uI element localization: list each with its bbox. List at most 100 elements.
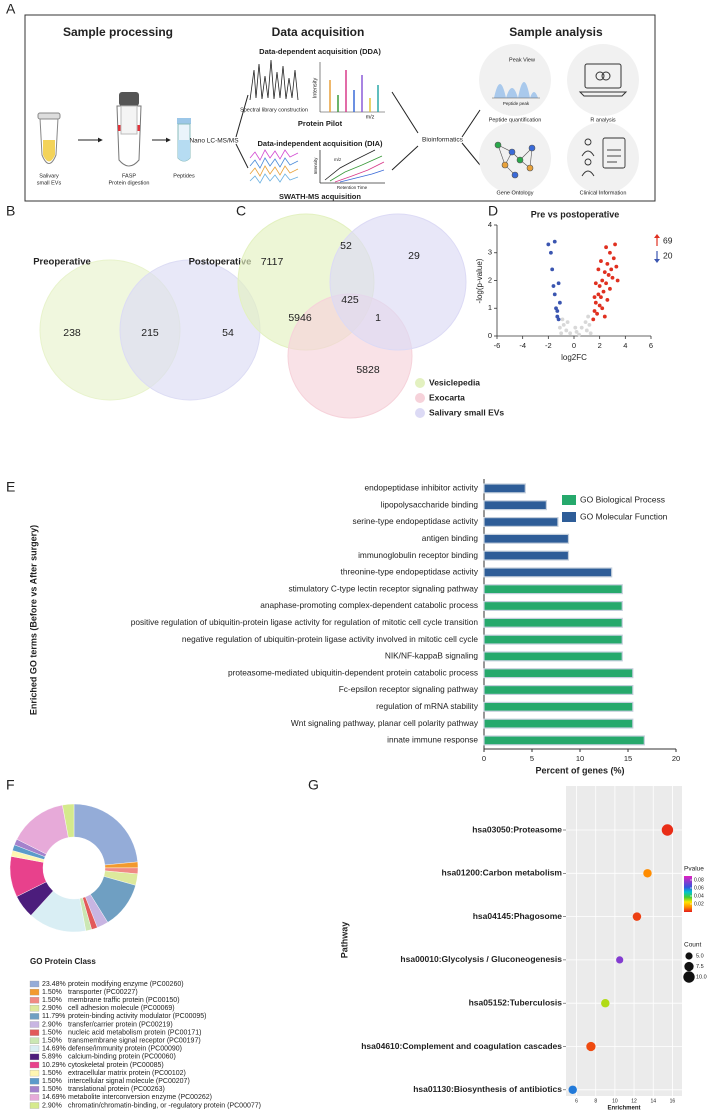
y-axis-title: -log(p-value) bbox=[475, 258, 484, 303]
x-tick-label: -6 bbox=[494, 341, 501, 350]
legend-label: chromatin/chromatin-binding, or -regulat… bbox=[68, 1102, 261, 1109]
connector bbox=[461, 142, 481, 166]
legend-label: defense/immunity protein (PC00090) bbox=[68, 1046, 182, 1053]
x-tick-label: 16 bbox=[670, 1098, 676, 1104]
point bbox=[611, 256, 616, 261]
plot-background bbox=[566, 786, 682, 1096]
icon-text: Peak View bbox=[509, 57, 535, 63]
axis-label: Intensity bbox=[313, 157, 318, 175]
point bbox=[555, 314, 560, 319]
spectrum-drawing bbox=[249, 59, 299, 101]
value-label: 1.50% bbox=[42, 1070, 62, 1077]
axis-label: Retention Time bbox=[337, 185, 368, 190]
chart-title: Pre vs postoperative bbox=[531, 209, 620, 219]
legend-label: transmembrane signal receptor (PC00197) bbox=[68, 1038, 201, 1045]
section-title: Data acquisition bbox=[272, 25, 365, 39]
connector bbox=[461, 109, 481, 138]
legend-swatch bbox=[29, 1086, 40, 1093]
y-tick-label: 3 bbox=[488, 248, 492, 257]
legend-title: Count bbox=[684, 942, 702, 949]
point bbox=[599, 295, 603, 300]
point bbox=[606, 273, 611, 277]
x-tick-label: 2 bbox=[598, 341, 602, 350]
workflow-frame bbox=[24, 14, 656, 202]
y-tick-label: hsa05152:Tuberculosis bbox=[469, 997, 563, 1007]
point bbox=[605, 261, 610, 266]
legend-swatch bbox=[29, 1094, 40, 1101]
point bbox=[608, 286, 612, 291]
axis-label: Intensity bbox=[312, 78, 318, 99]
dot bbox=[586, 1041, 596, 1052]
point bbox=[614, 264, 619, 269]
y-tick-label: threonine-type endopeptidase activity bbox=[341, 567, 479, 577]
bar bbox=[483, 651, 623, 662]
point bbox=[552, 292, 557, 297]
workflow: Sample processing Data acquisition Sampl… bbox=[24, 14, 656, 202]
legend-swatch bbox=[29, 1069, 40, 1077]
y-tick-label: antigen binding bbox=[422, 533, 479, 543]
value-label: 1.50% bbox=[42, 989, 62, 996]
y-tick-label: hsa00010:Glycolysis / Gluconeogenesis bbox=[400, 954, 562, 964]
bar bbox=[483, 684, 634, 695]
point bbox=[587, 323, 592, 327]
panel-label: B bbox=[6, 203, 15, 219]
retention-drawing bbox=[319, 149, 385, 184]
point bbox=[586, 314, 591, 319]
legend-label: translational protein (PC00263) bbox=[68, 1086, 165, 1093]
x-tick-label: 20 bbox=[672, 754, 680, 763]
y-tick-label: stimulatory C-type lectin receptor signa… bbox=[288, 583, 478, 593]
plot-caption: Spectral library construction bbox=[240, 107, 308, 113]
point bbox=[559, 331, 564, 336]
point bbox=[549, 250, 553, 255]
point bbox=[577, 332, 582, 337]
point bbox=[564, 328, 569, 333]
point bbox=[596, 267, 601, 272]
value-label: 1.50% bbox=[42, 1078, 62, 1085]
axis-label: m/z bbox=[366, 114, 375, 120]
point bbox=[573, 325, 578, 330]
legend-marker bbox=[415, 393, 425, 403]
x-axis-title: Enrichment bbox=[607, 1106, 640, 1112]
y-tick-label: 1 bbox=[488, 303, 492, 312]
panel-label: C bbox=[236, 203, 246, 219]
peak-drawing bbox=[494, 82, 538, 98]
point bbox=[592, 295, 597, 300]
x-tick-label: 15 bbox=[624, 754, 632, 763]
legend-swatch bbox=[29, 997, 40, 1004]
bar-spectrum-drawing bbox=[319, 62, 385, 113]
value-label: 2.90% bbox=[42, 1102, 62, 1109]
point bbox=[552, 239, 557, 244]
legend-swatch bbox=[562, 495, 576, 505]
legend-label: transfer/carrier protein (PC00219) bbox=[68, 1021, 173, 1028]
point bbox=[605, 298, 610, 302]
y-tick-label: negative regulation of ubiquitin-protein… bbox=[182, 634, 478, 644]
axis-label: m/z bbox=[334, 157, 342, 162]
icon-text: Peptide peak bbox=[503, 101, 530, 106]
panel-label: E bbox=[6, 479, 15, 495]
point bbox=[608, 250, 612, 255]
value-label: 2.90% bbox=[42, 1005, 62, 1012]
size-legend-label: 5.0 bbox=[696, 953, 704, 959]
slice bbox=[62, 803, 75, 838]
legend-label: metabolite interconversion enzyme (PC002… bbox=[68, 1094, 212, 1101]
panel-label: A bbox=[6, 1, 16, 17]
software-label: SWATH-MS acquisition bbox=[279, 192, 361, 201]
bar bbox=[483, 634, 623, 645]
value-label: 14.69% bbox=[42, 1094, 66, 1101]
bar bbox=[483, 584, 623, 595]
x-axis-title: log2FC bbox=[561, 353, 587, 362]
point bbox=[592, 309, 597, 313]
connector bbox=[391, 145, 419, 171]
dot bbox=[632, 912, 642, 921]
bar bbox=[483, 668, 634, 679]
point bbox=[609, 267, 614, 272]
legend-label: cell adhesion molecule (PC00069) bbox=[68, 1005, 175, 1012]
size-legend-label: 10.0 bbox=[696, 974, 707, 980]
y-tick-label: 4 bbox=[488, 220, 492, 229]
dot bbox=[643, 869, 652, 878]
legend-label: Salivary small EVs bbox=[429, 407, 504, 417]
x-tick-label: 4 bbox=[623, 341, 627, 350]
colorbar-label: 0.08 bbox=[694, 877, 704, 883]
region-count: 54 bbox=[222, 327, 234, 339]
